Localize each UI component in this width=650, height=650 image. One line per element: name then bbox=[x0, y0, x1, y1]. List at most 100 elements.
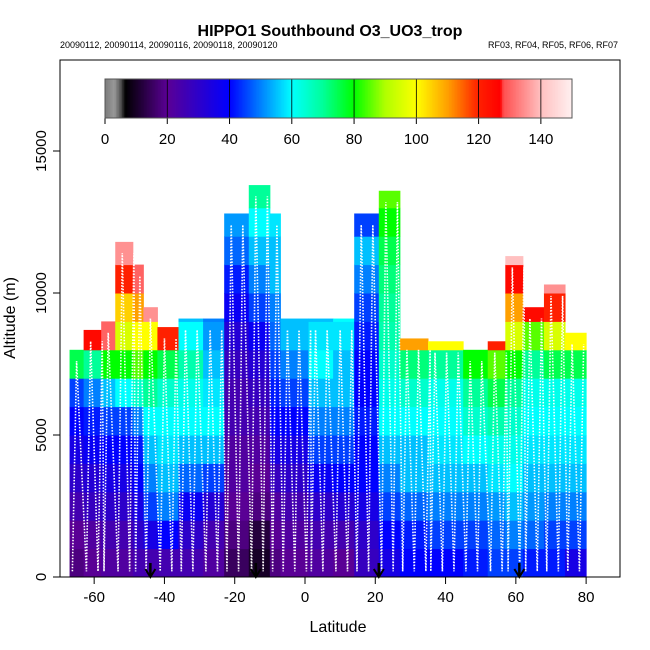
colorbar-segment bbox=[543, 79, 546, 118]
curtain-cell bbox=[378, 491, 401, 521]
colorbar-segment bbox=[411, 79, 414, 118]
curtain-cell bbox=[427, 520, 464, 550]
colorbar-segment bbox=[123, 79, 126, 118]
colorbar-segment bbox=[333, 79, 336, 118]
colorbar-segment bbox=[111, 79, 114, 118]
curtain-cell bbox=[543, 520, 566, 550]
colorbar-segment bbox=[131, 79, 134, 118]
x-tick-label: 0 bbox=[301, 589, 309, 606]
curtain-cell bbox=[83, 329, 102, 351]
curtain-cell bbox=[280, 318, 310, 322]
curtain-cell bbox=[505, 406, 524, 436]
colorbar-segment bbox=[276, 79, 279, 118]
colorbar-segment bbox=[319, 79, 322, 118]
curtain-cell bbox=[427, 491, 464, 521]
colorbar-segment bbox=[399, 79, 402, 118]
curtain-cell bbox=[224, 236, 250, 266]
colorbar-segment bbox=[447, 79, 450, 118]
colorbar-segment bbox=[459, 79, 462, 118]
colorbar-segment bbox=[545, 79, 548, 118]
colorbar-segment bbox=[235, 79, 238, 118]
colorbar-segment bbox=[324, 79, 327, 118]
curtain-cell bbox=[224, 264, 250, 294]
colorbar-segment bbox=[210, 79, 213, 118]
curtain-cell bbox=[399, 378, 429, 408]
colorbar-segment bbox=[293, 79, 296, 118]
curtain-cell bbox=[143, 491, 158, 521]
colorbar-segment bbox=[512, 79, 515, 118]
colorbar-segment bbox=[478, 79, 481, 118]
colorbar-segment bbox=[257, 79, 260, 118]
colorbar-segment bbox=[495, 79, 498, 118]
colorbar-segment bbox=[290, 79, 293, 118]
curtain-cell bbox=[157, 463, 179, 493]
curtain-cell bbox=[101, 463, 116, 493]
colorbar-segment bbox=[417, 79, 420, 118]
colorbar-segment bbox=[226, 79, 229, 118]
curtain-cell bbox=[248, 236, 271, 266]
colorbar-segment bbox=[445, 79, 448, 118]
colorbar-segment bbox=[554, 79, 557, 118]
colorbar-frame bbox=[104, 78, 573, 119]
curtain-cell bbox=[543, 284, 566, 294]
colorbar-segment bbox=[171, 79, 174, 118]
colorbar-segment bbox=[312, 79, 314, 118]
curtain-cell bbox=[115, 321, 134, 351]
colorbar-segment bbox=[340, 79, 343, 118]
curtain-cell bbox=[157, 520, 179, 550]
colorbar-segment bbox=[529, 79, 532, 118]
colorbar-segment bbox=[406, 79, 409, 118]
colorbar-segment bbox=[308, 79, 311, 118]
curtain-cell bbox=[378, 190, 401, 209]
colorbar-segment bbox=[299, 79, 302, 118]
colorbar-segment bbox=[220, 79, 223, 118]
colorbar-segment bbox=[506, 79, 509, 118]
colorbar-segment bbox=[223, 79, 226, 118]
colorbar-segment bbox=[265, 79, 268, 118]
colorbar-segment bbox=[274, 79, 277, 118]
colorbar-segment bbox=[542, 79, 545, 118]
colorbar-segment bbox=[134, 79, 137, 118]
colorbar-segment bbox=[534, 79, 537, 118]
colorbar-segment bbox=[561, 79, 564, 118]
colorbar-segment bbox=[175, 79, 178, 118]
curtain-cell bbox=[427, 341, 464, 351]
curtain-cell bbox=[543, 293, 566, 322]
colorbar-segment bbox=[539, 79, 542, 118]
colorbar-segment bbox=[229, 79, 232, 118]
colorbar-segment bbox=[302, 79, 305, 118]
colorbar-segment bbox=[167, 79, 170, 118]
colorbar-segment bbox=[168, 79, 171, 118]
x-tick-label: 40 bbox=[437, 589, 454, 606]
colorbar-segment bbox=[470, 79, 473, 118]
curtain-cell bbox=[69, 491, 85, 521]
colorbar-segment bbox=[260, 79, 263, 118]
colorbar-segment bbox=[231, 79, 234, 118]
curtain-cell bbox=[248, 548, 271, 578]
curtain-cell bbox=[543, 321, 566, 351]
curtain-cell bbox=[132, 293, 144, 322]
colorbar-segment bbox=[178, 79, 181, 118]
curtain-cell bbox=[178, 318, 204, 322]
colorbar-segment bbox=[385, 79, 388, 118]
colorbar-segment bbox=[198, 79, 201, 118]
curtain-cell bbox=[248, 185, 271, 209]
curtain-cell bbox=[132, 321, 144, 351]
curtain-cell bbox=[463, 548, 489, 578]
colorbar-segment bbox=[492, 79, 495, 118]
curtain-cell bbox=[248, 463, 271, 493]
colorbar-segment bbox=[203, 79, 206, 118]
curtain-cell bbox=[143, 349, 158, 379]
colorbar-segment bbox=[562, 79, 565, 118]
colorbar-segment bbox=[413, 79, 416, 118]
curtain-cell bbox=[178, 548, 204, 578]
colorbar-segment bbox=[280, 79, 283, 118]
colorbar-segment bbox=[408, 79, 411, 118]
colorbar-segment bbox=[165, 79, 168, 118]
colorbar-segment bbox=[467, 79, 470, 118]
curtain-cell bbox=[203, 321, 225, 351]
colorbar-segment bbox=[494, 79, 497, 118]
curtain-cell bbox=[333, 406, 355, 436]
colorbar-segment bbox=[551, 79, 554, 118]
